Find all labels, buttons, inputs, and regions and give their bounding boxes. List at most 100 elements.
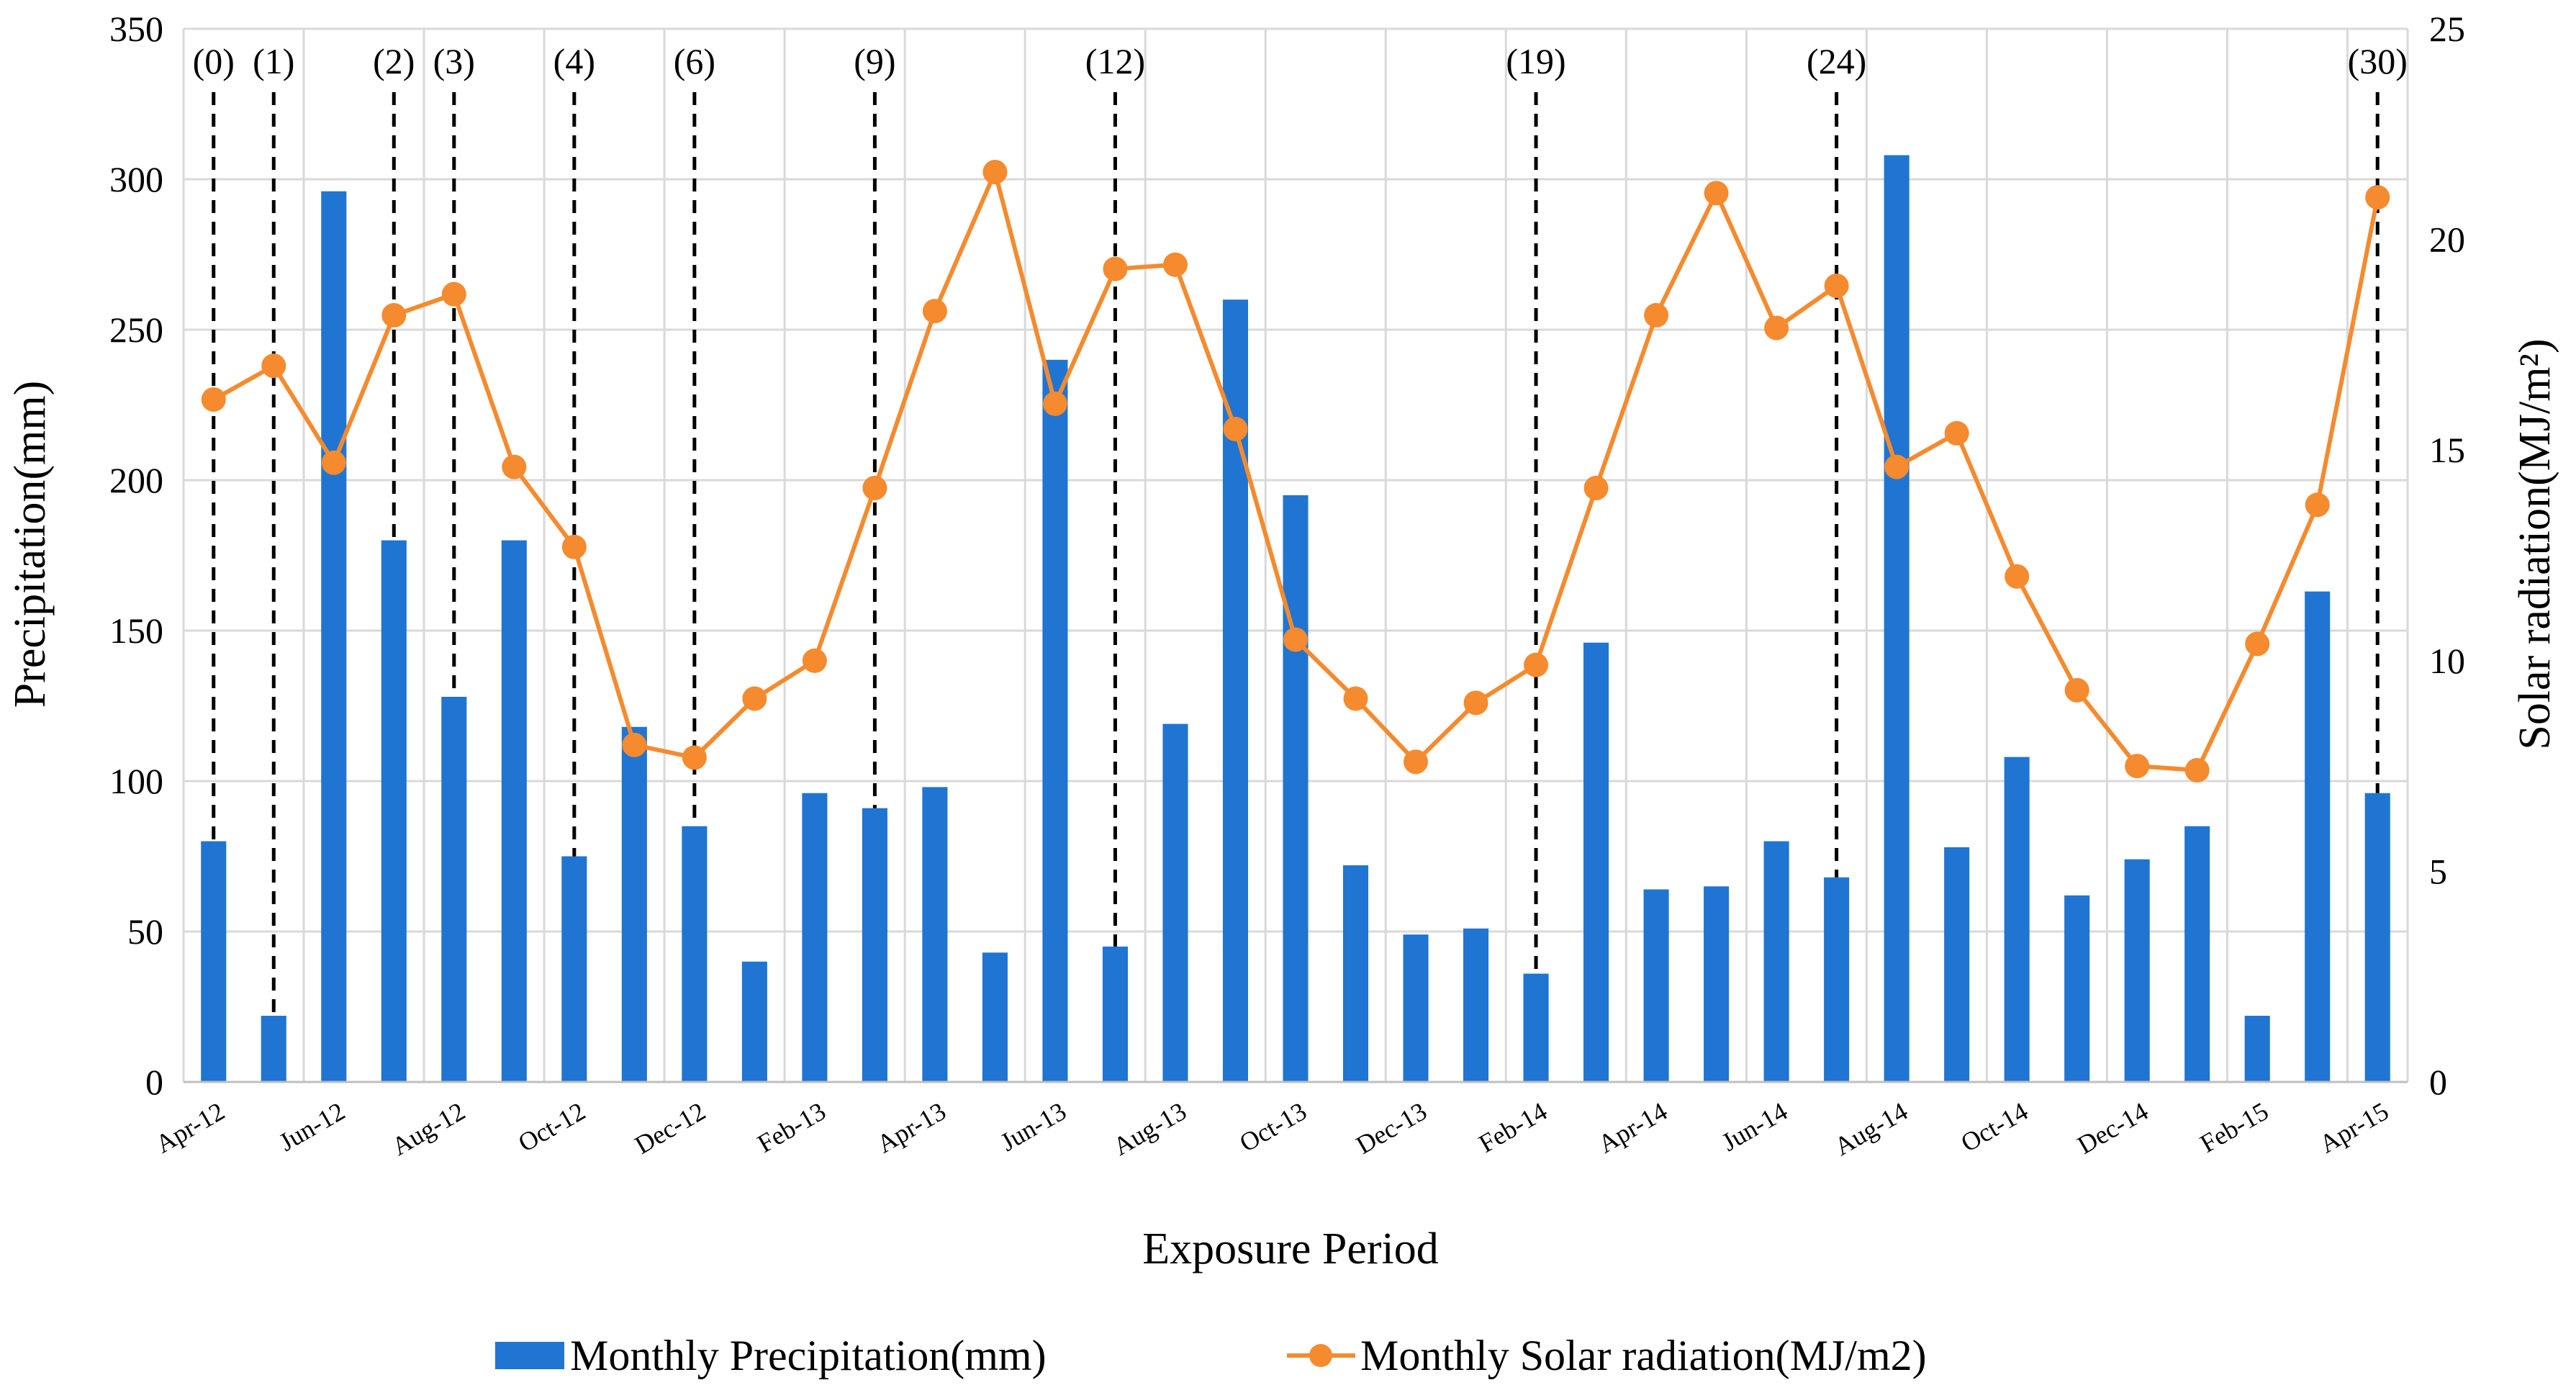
solar-point-nov-13 bbox=[1343, 686, 1368, 711]
y-tick-label-right: 5 bbox=[2429, 851, 2447, 891]
bar-aug-12 bbox=[441, 696, 467, 1082]
y-axis-title-right: Solar radiation(MJ/m²) bbox=[2511, 338, 2559, 749]
bar-dec-14 bbox=[2124, 859, 2150, 1082]
y-tick-label-left: 350 bbox=[109, 9, 163, 49]
bar-jul-13 bbox=[1102, 946, 1128, 1082]
bar-mar-15 bbox=[2305, 591, 2331, 1082]
solar-point-jul-13 bbox=[1103, 256, 1128, 281]
y-tick-label-left: 50 bbox=[127, 911, 163, 952]
solar-point-aug-14 bbox=[1884, 454, 1910, 479]
legend: Monthly Precipitation(mm) Monthly Solar … bbox=[495, 1332, 1927, 1379]
bar-aug-13 bbox=[1162, 723, 1188, 1082]
x-tick-label: Dec-12 bbox=[630, 1096, 710, 1160]
solar-point-dec-12 bbox=[682, 745, 707, 770]
bar-jan-13 bbox=[741, 961, 767, 1082]
legend-swatch-solar-marker bbox=[1309, 1344, 1332, 1367]
exposure-marker-label: (4) bbox=[553, 41, 595, 81]
solar-point-apr-13 bbox=[922, 299, 947, 324]
bar-may-13 bbox=[982, 952, 1008, 1082]
bar-oct-14 bbox=[2004, 757, 2030, 1082]
solar-point-jan-13 bbox=[742, 686, 767, 711]
solar-point-feb-13 bbox=[802, 648, 827, 673]
solar-point-jun-14 bbox=[1764, 315, 1789, 341]
x-tick-label: Apr-14 bbox=[1594, 1096, 1672, 1158]
bar-mar-13 bbox=[862, 808, 887, 1082]
bar-jun-13 bbox=[1042, 359, 1068, 1082]
exposure-marker-label: (2) bbox=[373, 41, 415, 81]
bar-oct-13 bbox=[1283, 495, 1309, 1082]
gridlines bbox=[182, 27, 2409, 1083]
solar-radiation-line bbox=[201, 159, 2390, 783]
exposure-marker-label: (12) bbox=[1085, 41, 1145, 81]
bar-nov-14 bbox=[2064, 895, 2090, 1082]
y-axis-title-left: Precipitation(mm) bbox=[6, 381, 55, 708]
bar-mar-14 bbox=[1583, 642, 1609, 1082]
x-tick-label: Jun-14 bbox=[1717, 1096, 1792, 1157]
exposure-marker-label: (1) bbox=[253, 41, 294, 81]
solar-point-may-13 bbox=[982, 159, 1008, 184]
x-tick-label: Apr-12 bbox=[150, 1096, 229, 1158]
solar-point-sep-12 bbox=[502, 454, 527, 479]
bar-apr-14 bbox=[1643, 889, 1669, 1082]
bar-feb-15 bbox=[2244, 1016, 2270, 1082]
bar-dec-13 bbox=[1403, 934, 1429, 1082]
x-tick-label: Feb-14 bbox=[1474, 1096, 1552, 1158]
x-tick-label: Apr-15 bbox=[2315, 1096, 2393, 1158]
solar-point-jan-14 bbox=[1463, 690, 1488, 716]
y-tick-label-left: 150 bbox=[109, 610, 163, 651]
solar-point-feb-14 bbox=[1524, 652, 1549, 677]
x-tick-label: Dec-14 bbox=[2072, 1096, 2153, 1160]
x-tick-label: Feb-13 bbox=[753, 1096, 831, 1158]
x-tick-label: Jun-13 bbox=[995, 1096, 1071, 1157]
solar-point-mar-15 bbox=[2305, 492, 2330, 518]
solar-point-jul-14 bbox=[1824, 273, 1849, 298]
solar-point-dec-13 bbox=[1404, 749, 1429, 775]
bar-jul-12 bbox=[381, 540, 407, 1082]
legend-label-precipitation: Monthly Precipitation(mm) bbox=[570, 1332, 1047, 1379]
solar-point-dec-14 bbox=[2125, 754, 2150, 779]
solar-point-oct-12 bbox=[561, 534, 587, 559]
bar-nov-12 bbox=[621, 726, 647, 1082]
legend-label-solar-radiation: Monthly Solar radiation(MJ/m2) bbox=[1360, 1332, 1927, 1379]
bar-aug-14 bbox=[1884, 155, 1910, 1082]
bar-sep-14 bbox=[1944, 847, 1970, 1082]
solar-point-may-14 bbox=[1704, 181, 1729, 206]
y-tick-label-right: 20 bbox=[2429, 220, 2465, 260]
solar-point-apr-14 bbox=[1644, 302, 1669, 328]
solar-point-sep-14 bbox=[1944, 420, 1969, 446]
bar-jun-12 bbox=[321, 191, 347, 1083]
y-tick-label-left: 100 bbox=[109, 761, 163, 801]
y-tick-label-right: 15 bbox=[2429, 430, 2465, 470]
exposure-annotations: (0) (1) (2) (3) (4) (6) (9) (12) (19) (24) (30) bbox=[193, 41, 2408, 1016]
x-tick-label: Aug-12 bbox=[387, 1096, 470, 1161]
bar-apr-12 bbox=[201, 841, 227, 1082]
x-tick-label: Aug-14 bbox=[1830, 1096, 1912, 1161]
exposure-marker-label: (30) bbox=[2348, 41, 2408, 81]
exposure-marker-label: (6) bbox=[674, 41, 715, 81]
solar-point-may-12 bbox=[261, 353, 286, 379]
bar-apr-15 bbox=[2364, 793, 2390, 1082]
exposure-marker-label: (0) bbox=[193, 41, 235, 81]
x-tick-label: Apr-13 bbox=[872, 1096, 950, 1158]
x-tick-label: Jun-12 bbox=[274, 1096, 350, 1157]
solar-point-oct-14 bbox=[2005, 564, 2030, 589]
y-tick-label-left: 300 bbox=[109, 159, 163, 199]
y-tick-label-left: 200 bbox=[109, 460, 163, 500]
y-tick-label-right: 0 bbox=[2429, 1062, 2447, 1102]
solar-point-apr-12 bbox=[201, 387, 226, 412]
exposure-marker-label: (24) bbox=[1807, 41, 1866, 81]
solar-point-jun-12 bbox=[321, 450, 346, 475]
y-tick-label-right: 25 bbox=[2429, 9, 2465, 49]
y-tick-label-left: 0 bbox=[145, 1062, 163, 1102]
solar-point-sep-13 bbox=[1223, 416, 1248, 441]
bar-nov-13 bbox=[1342, 865, 1369, 1082]
bar-jun-14 bbox=[1763, 841, 1789, 1082]
legend-swatch-precipitation bbox=[495, 1342, 564, 1369]
x-tick-label: Oct-13 bbox=[1234, 1096, 1311, 1158]
solar-point-nov-12 bbox=[622, 732, 647, 757]
legend-item-solar-radiation: Monthly Solar radiation(MJ/m2) bbox=[1287, 1332, 1927, 1379]
bar-dec-12 bbox=[682, 826, 708, 1082]
solar-point-mar-13 bbox=[862, 475, 887, 500]
